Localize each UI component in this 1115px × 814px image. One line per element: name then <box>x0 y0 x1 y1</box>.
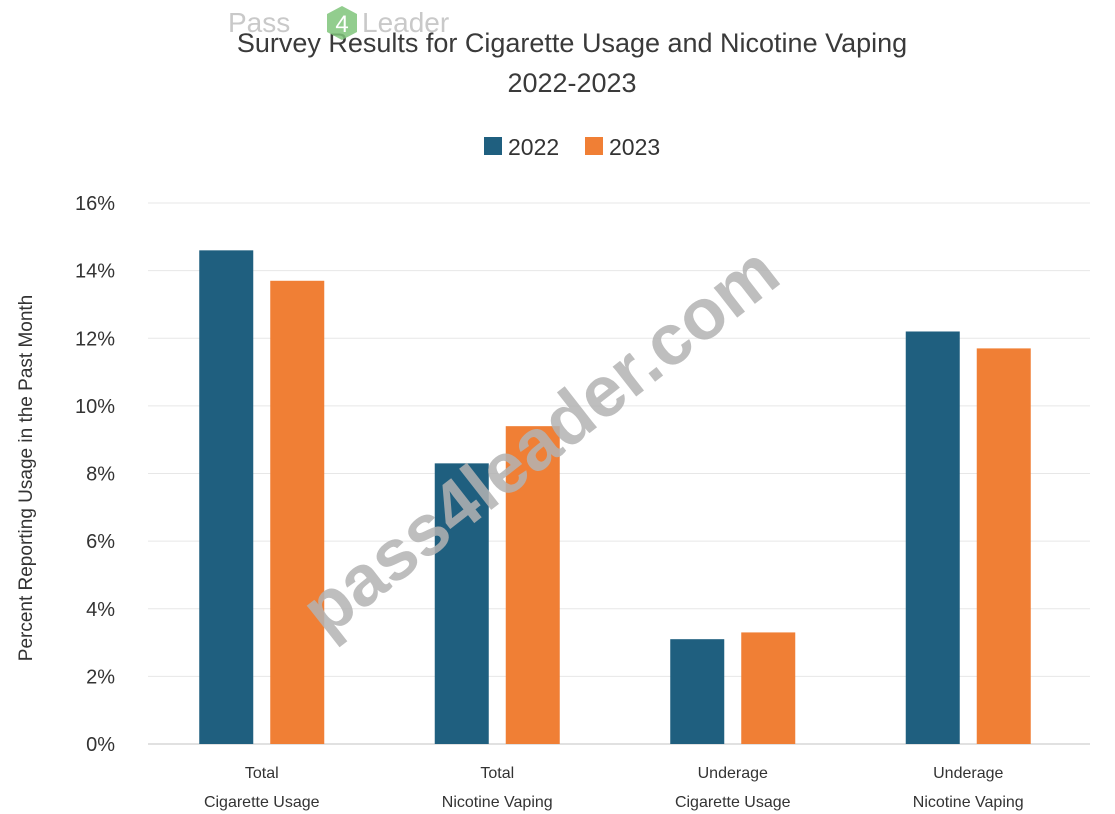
legend-swatch-2022 <box>484 137 502 155</box>
svg-text:Leader: Leader <box>362 7 449 38</box>
bars <box>199 250 1031 744</box>
logo-number: 4 <box>335 11 348 38</box>
y-axis-title: Percent Reporting Usage in the Past Mont… <box>16 295 37 661</box>
legend-label-2022: 2022 <box>508 134 559 160</box>
chart-subtitle: 2022-2023 <box>507 68 636 98</box>
x-category-label: Cigarette Usage <box>204 794 320 811</box>
y-tick-label: 8% <box>86 464 115 486</box>
logo-text-right: Leader <box>362 7 449 38</box>
svg-text:Pass: Pass <box>228 7 290 38</box>
bar-2022-underage-nicotine-vaping <box>905 331 960 744</box>
y-axis-ticks: 0% 2% 4% 6% 8% 10% 12% 14% 16% <box>75 193 115 756</box>
x-category-label: Total <box>245 765 279 782</box>
logo-hexagon-icon <box>327 6 357 40</box>
y-tick-label: 16% <box>75 193 115 215</box>
legend-label-2023: 2023 <box>609 134 660 160</box>
y-tick-label: 0% <box>86 734 115 756</box>
legend: 2022 2023 <box>484 134 660 160</box>
bar-2022-total-cigarette-usage <box>199 250 254 744</box>
logo-text-left: Pass <box>228 7 290 38</box>
x-category-label: Cigarette Usage <box>675 794 791 811</box>
bar-2023-total-cigarette-usage <box>270 280 325 744</box>
x-category-label: Nicotine Vaping <box>442 794 553 811</box>
x-category-label: Nicotine Vaping <box>913 794 1024 811</box>
bar-2023-underage-cigarette-usage <box>741 632 796 744</box>
x-category-label: Underage <box>698 765 768 782</box>
bar-2022-total-nicotine-vaping <box>434 463 489 744</box>
y-tick-label: 10% <box>75 396 115 418</box>
legend-swatch-2023 <box>585 137 603 155</box>
x-axis-category-labels: Total Cigarette Usage Total Nicotine Vaping… <box>204 765 1024 811</box>
y-tick-label: 4% <box>86 599 115 621</box>
bar-2022-underage-cigarette-usage <box>670 639 725 744</box>
y-tick-label: 6% <box>86 531 115 553</box>
x-category-label: Underage <box>933 765 1003 782</box>
y-tick-label: 14% <box>75 261 115 283</box>
bar-2023-underage-nicotine-vaping <box>976 348 1031 744</box>
x-category-label: Total <box>480 765 514 782</box>
y-tick-label: 12% <box>75 328 115 350</box>
y-tick-label: 2% <box>86 666 115 688</box>
bar-2023-total-nicotine-vaping <box>505 426 560 744</box>
logo-watermark: Pass 4 Leader <box>228 6 449 40</box>
